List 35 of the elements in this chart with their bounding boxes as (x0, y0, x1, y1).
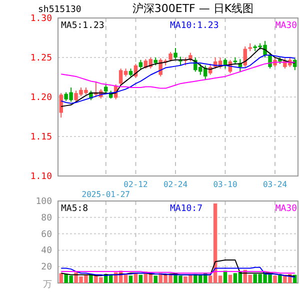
bar (273, 276, 277, 283)
chart-title: 沪深300ETF — 日K线图 (132, 2, 254, 15)
y-tick-label: 1.20 (30, 93, 52, 103)
y-axis-title: 万 (43, 280, 52, 290)
bar (138, 274, 143, 283)
bar (154, 276, 158, 283)
bar (59, 273, 63, 283)
y-tick-label: 1.15 (30, 132, 52, 142)
bar (128, 276, 133, 283)
x-tick-label: 02-24 (163, 180, 188, 189)
chart-subtitle: sh515130 (38, 5, 82, 15)
x-tick-label: 2025-01-27 (82, 190, 130, 199)
x-tick-label: 03-24 (262, 180, 288, 189)
y-tick-label: 1.30 (30, 14, 52, 24)
candlestick (168, 51, 172, 62)
y-tick-label: 80 (41, 213, 52, 224)
y-tick-label: 20 (41, 262, 52, 273)
text: MA5:8 (61, 204, 88, 214)
candlestick (174, 48, 178, 60)
x-tick-label: 03-10 (213, 180, 238, 189)
text: MA30 (275, 21, 297, 31)
text: MA10:7 (170, 204, 203, 214)
text: MA5:1.23 (61, 21, 104, 31)
candlestick (138, 59, 143, 70)
candlestick (59, 92, 63, 118)
y-tick-label: 1.25 (30, 54, 52, 64)
y-tick-label: 1.10 (30, 172, 52, 182)
bar (228, 274, 232, 283)
x-tick-label: 02-12 (124, 180, 148, 189)
text: MA30 (275, 204, 297, 214)
y-tick-label: 60 (41, 230, 52, 240)
text: MA10:1.23 (170, 21, 219, 31)
line-series (60, 266, 296, 278)
y-tick-label: 40 (41, 246, 52, 256)
y-tick-label: 100 (36, 197, 52, 207)
